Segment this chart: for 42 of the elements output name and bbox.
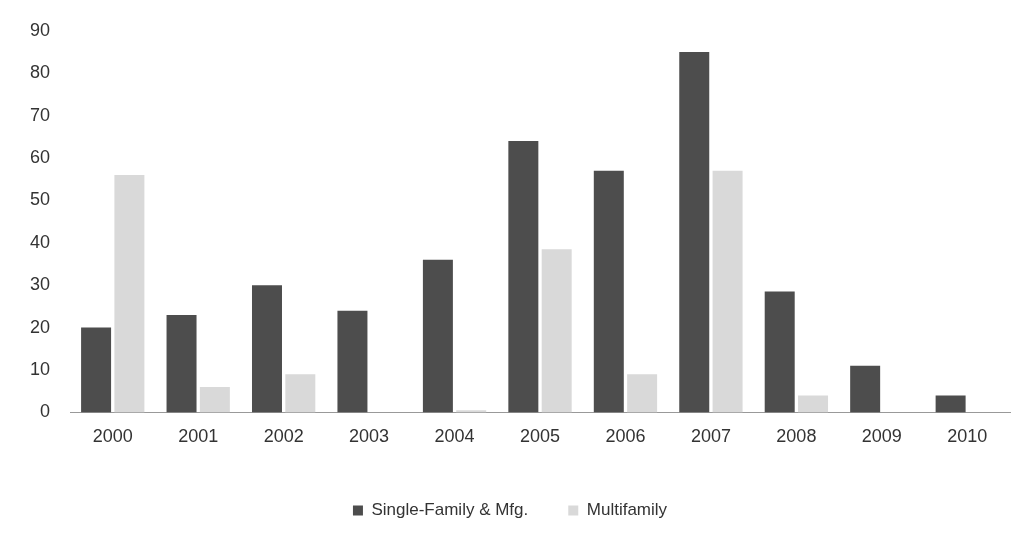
y-tick-label: 40 xyxy=(29,231,51,252)
bar xyxy=(285,374,316,413)
bar xyxy=(251,285,282,413)
x-tick-label: 2001 xyxy=(178,426,219,447)
legend-label: Single-Family & Mfg. xyxy=(371,500,529,520)
x-tick-label: 2009 xyxy=(861,426,902,447)
bar xyxy=(508,141,539,413)
x-tick-label: 2003 xyxy=(349,426,390,447)
x-tick-label: 2000 xyxy=(92,426,133,447)
bar xyxy=(541,249,572,413)
bar xyxy=(422,259,453,413)
bar xyxy=(166,314,197,413)
x-tick-label: 2002 xyxy=(263,426,304,447)
x-tick-label: 2008 xyxy=(776,426,817,447)
legend-label: Multifamily xyxy=(586,500,668,520)
x-tick-label: 2004 xyxy=(434,426,475,447)
bar xyxy=(935,395,966,413)
bar xyxy=(456,410,487,413)
y-tick-label: 50 xyxy=(29,189,51,210)
x-tick-label: 2005 xyxy=(519,426,561,447)
bar xyxy=(627,374,658,413)
bar xyxy=(712,170,743,413)
y-tick-label: 20 xyxy=(29,316,51,337)
y-tick-label: 90 xyxy=(29,19,51,40)
x-tick-label: 2010 xyxy=(947,426,988,447)
y-tick-label: 10 xyxy=(29,358,51,379)
bar xyxy=(337,310,368,413)
bar xyxy=(114,174,145,413)
y-tick-label: 70 xyxy=(29,104,51,125)
y-tick-label: 30 xyxy=(29,274,51,295)
bar xyxy=(850,365,881,413)
bar xyxy=(798,395,829,413)
bar xyxy=(81,327,112,413)
y-tick-label: 0 xyxy=(40,401,51,422)
x-tick-label: 2006 xyxy=(605,426,646,447)
bar xyxy=(593,170,624,413)
x-tick-label: 2007 xyxy=(690,426,731,447)
y-tick-label: 60 xyxy=(29,146,51,167)
bar xyxy=(764,291,795,413)
bar xyxy=(199,386,230,413)
bar xyxy=(679,52,710,413)
y-tick-label: 80 xyxy=(29,62,51,83)
